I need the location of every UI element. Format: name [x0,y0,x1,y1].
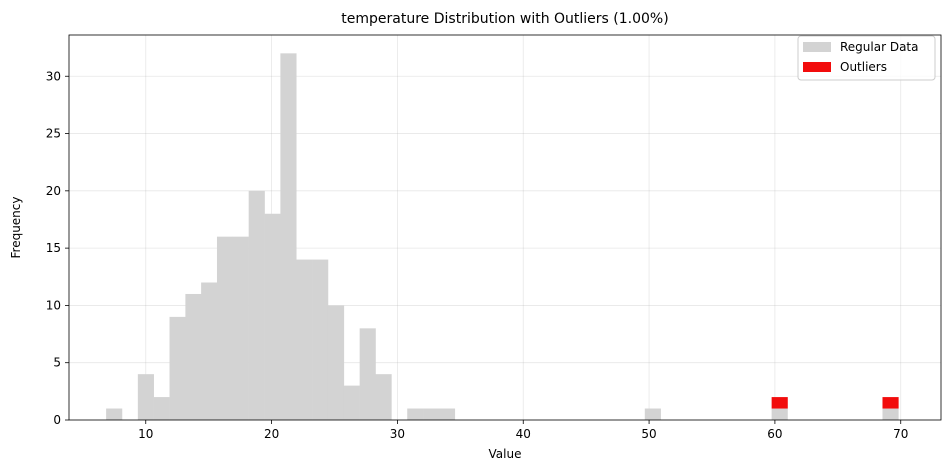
bar-regular-data [771,408,788,420]
bar-outlier [882,397,899,409]
bar-regular-data [359,328,376,420]
bar-regular-data [882,408,899,420]
grid-lines [69,35,941,421]
x-tick-label: 60 [767,427,782,441]
bar-regular-data [232,236,249,420]
bar-regular-data [106,408,123,420]
legend: Regular Data Outliers [797,35,936,81]
legend-swatch-regular-data [803,42,831,52]
bar-regular-data [407,408,424,420]
x-axis-ticks: 10 20 30 40 50 60 70 [138,420,908,441]
bar-regular-data [438,408,456,420]
legend-label-outliers: Outliers [840,60,887,74]
y-tick-label: 30 [46,69,61,83]
bar-regular-data [296,259,313,420]
y-tick-label: 15 [46,241,61,255]
legend-label-regular-data: Regular Data [840,40,919,54]
y-tick-label: 5 [53,356,61,370]
x-tick-label: 70 [893,427,908,441]
legend-swatch-outliers [803,62,831,72]
bar-regular-data [280,53,297,420]
bar-regular-data [343,385,360,420]
y-tick-label: 25 [46,127,61,141]
bar-regular-data [312,259,329,420]
y-tick-label: 20 [46,184,61,198]
x-tick-label: 50 [641,427,656,441]
y-tick-label: 10 [46,298,61,312]
x-tick-label: 10 [138,427,153,441]
bar-regular-data [201,282,218,420]
bar-regular-data [423,408,440,420]
bar-regular-data [248,190,265,420]
bars [106,53,899,420]
y-axis-ticks: 0 5 10 15 20 25 30 [46,69,69,427]
bar-regular-data [153,397,170,420]
bar-regular-data [137,374,154,420]
x-tick-label: 20 [264,427,279,441]
bar-regular-data [375,374,392,420]
y-tick-label: 0 [53,413,61,427]
bar-regular-data [264,213,281,420]
x-axis-label: Value [489,447,522,461]
x-tick-label: 40 [516,427,531,441]
bar-outlier [771,397,788,409]
y-axis-label: Frequency [9,197,23,259]
bar-regular-data [644,408,661,420]
bar-regular-data [185,293,202,420]
plot-frame [68,34,942,421]
bar-regular-data [169,316,186,420]
legend-box [797,35,936,81]
bar-regular-data [216,236,234,420]
bar-regular-data [327,305,345,420]
x-tick-label: 30 [390,427,405,441]
chart-title: temperature Distribution with Outliers (… [341,11,668,27]
